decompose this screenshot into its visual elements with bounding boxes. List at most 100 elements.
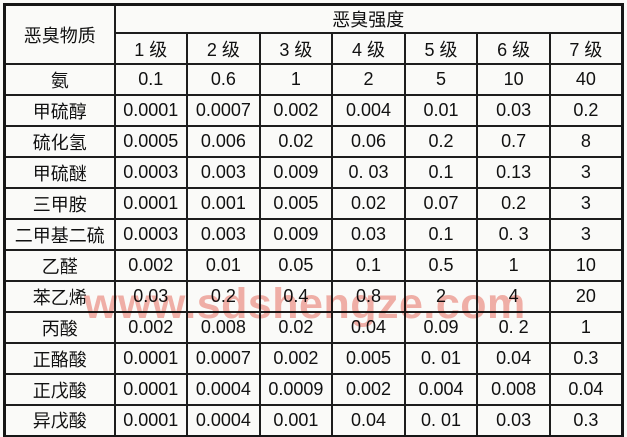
value-cell: 0.0004 <box>186 373 261 406</box>
value-cell: 0. 01 <box>403 342 479 375</box>
value-cell: 0.0001 <box>113 404 189 437</box>
value-cell: 3 <box>548 156 624 189</box>
value-cell: 0. 01 <box>403 404 479 437</box>
value-cell: 5 <box>403 63 479 96</box>
value-cell: 0.0007 <box>186 342 261 375</box>
level-header: 1 级 <box>113 32 189 65</box>
table-row: 苯乙烯 0.03 0.2 0.4 0.8 2 4 20 <box>3 280 624 313</box>
value-cell: 0.02 <box>331 187 406 220</box>
table-row: 正戊酸 0.0001 0.0004 0.0009 0.002 0.004 0.008 0.04 <box>3 373 624 406</box>
value-cell: 0.001 <box>186 187 261 220</box>
value-cell: 0.1 <box>113 63 189 96</box>
value-cell: 1 <box>548 311 624 344</box>
value-cell: 0.0001 <box>113 342 189 375</box>
value-cell: 0.008 <box>186 311 261 344</box>
level-header: 3 级 <box>258 32 334 65</box>
value-cell: 0.0001 <box>113 94 189 127</box>
value-cell: 0.002 <box>113 311 189 344</box>
value-cell: 0.1 <box>403 218 479 251</box>
value-cell: 0.003 <box>186 156 261 189</box>
value-cell: 2 <box>331 63 406 96</box>
value-cell: 0.02 <box>258 125 334 158</box>
value-cell: 0.003 <box>186 218 261 251</box>
value-cell: 0.005 <box>258 187 334 220</box>
value-cell: 0.03 <box>476 404 551 437</box>
level-header: 7 级 <box>548 32 624 65</box>
value-cell: 0.0001 <box>113 373 189 406</box>
substance-cell: 甲硫醇 <box>3 94 116 127</box>
level-header: 4 级 <box>331 32 406 65</box>
value-cell: 0.0003 <box>113 156 189 189</box>
value-cell: 0.06 <box>331 125 406 158</box>
value-cell: 40 <box>548 63 624 96</box>
value-cell: 0.04 <box>476 342 551 375</box>
level-header: 5 级 <box>403 32 479 65</box>
value-cell: 0. 3 <box>476 218 551 251</box>
value-cell: 0.6 <box>186 63 261 96</box>
value-cell: 0.002 <box>113 249 189 282</box>
substance-cell: 苯乙烯 <box>3 280 116 313</box>
value-cell: 0.02 <box>258 311 334 344</box>
level-header: 6 级 <box>476 32 551 65</box>
table-row: 乙醛 0.002 0.01 0.05 0.1 0.5 1 10 <box>3 249 624 282</box>
value-cell: 0.005 <box>331 342 406 375</box>
value-cell: 0.0007 <box>186 94 261 127</box>
value-cell: 0.03 <box>476 94 551 127</box>
value-cell: 0.009 <box>258 156 334 189</box>
value-cell: 0.8 <box>331 280 406 313</box>
value-cell: 0.3 <box>548 404 624 437</box>
value-cell: 0. 2 <box>476 311 551 344</box>
value-cell: 0.002 <box>258 342 334 375</box>
level-header: 2 级 <box>186 32 261 65</box>
value-cell: 0.2 <box>403 125 479 158</box>
value-cell: 0. 03 <box>331 156 406 189</box>
value-cell: 0.0001 <box>113 187 189 220</box>
value-cell: 0.0004 <box>186 404 261 437</box>
value-cell: 1 <box>258 63 334 96</box>
value-cell: 3 <box>548 218 624 251</box>
substance-cell: 正酪酸 <box>3 342 116 375</box>
value-cell: 0.03 <box>331 218 406 251</box>
table-row: 异戊酸 0.0001 0.0004 0.001 0.04 0. 01 0.03 0.3 <box>3 404 624 437</box>
substance-cell: 氨 <box>3 63 116 96</box>
substance-cell: 甲硫醚 <box>3 156 116 189</box>
substance-cell: 正戊酸 <box>3 373 116 406</box>
substance-cell: 三甲胺 <box>3 187 116 220</box>
table-row: 三甲胺 0.0001 0.001 0.005 0.02 0.07 0.2 3 <box>3 187 624 220</box>
value-cell: 0.0005 <box>113 125 189 158</box>
substance-cell: 异戊酸 <box>3 404 116 437</box>
value-cell: 0.0003 <box>113 218 189 251</box>
table-row: 硫化氢 0.0005 0.006 0.02 0.06 0.2 0.7 8 <box>3 125 624 158</box>
value-cell: 0.2 <box>186 280 261 313</box>
value-cell: 0.001 <box>258 404 334 437</box>
value-cell: 10 <box>548 249 624 282</box>
group-header-row: 恶臭物质 恶臭强度 <box>3 3 624 65</box>
value-cell: 0.5 <box>403 249 479 282</box>
value-cell: 0.01 <box>403 94 479 127</box>
value-cell: 0.7 <box>476 125 551 158</box>
value-cell: 0.008 <box>476 373 551 406</box>
value-cell: 0.009 <box>258 218 334 251</box>
value-cell: 4 <box>476 280 551 313</box>
value-cell: 0.01 <box>186 249 261 282</box>
table-row: 正酪酸 0.0001 0.0007 0.002 0.005 0. 01 0.04 0.3 <box>3 342 624 375</box>
value-cell: 0.002 <box>258 94 334 127</box>
value-cell: 0.04 <box>548 373 624 406</box>
group-header-intensity: 恶臭强度 <box>113 3 624 34</box>
value-cell: 0.13 <box>476 156 551 189</box>
value-cell: 1 <box>476 249 551 282</box>
value-cell: 0.07 <box>403 187 479 220</box>
value-cell: 3 <box>548 187 624 220</box>
substance-cell: 硫化氢 <box>3 125 116 158</box>
value-cell: 10 <box>476 63 551 96</box>
table-row: 甲硫醇 0.0001 0.0007 0.002 0.004 0.01 0.03 0.2 <box>3 94 624 127</box>
substance-cell: 二甲基二硫 <box>3 218 116 251</box>
value-cell: 0.006 <box>186 125 261 158</box>
value-cell: 0.3 <box>548 342 624 375</box>
value-cell: 0.1 <box>403 156 479 189</box>
